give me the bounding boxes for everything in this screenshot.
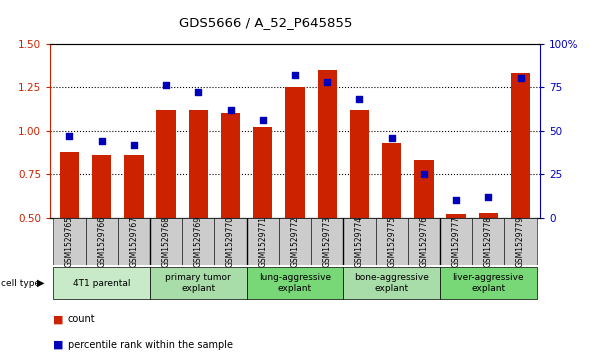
Text: ■: ■ bbox=[53, 340, 64, 350]
Bar bbox=[189, 110, 208, 305]
Text: liver-aggressive
explant: liver-aggressive explant bbox=[453, 273, 524, 293]
Bar bbox=[408, 218, 440, 265]
Bar bbox=[343, 267, 440, 299]
Bar bbox=[350, 110, 369, 305]
Text: primary tumor
explant: primary tumor explant bbox=[165, 273, 231, 293]
Bar bbox=[511, 73, 530, 305]
Text: GSM1529772: GSM1529772 bbox=[290, 216, 300, 267]
Text: GSM1529775: GSM1529775 bbox=[387, 216, 396, 267]
Bar bbox=[150, 267, 247, 299]
Text: 4T1 parental: 4T1 parental bbox=[73, 279, 130, 287]
Bar bbox=[124, 155, 143, 305]
Text: GSM1529778: GSM1529778 bbox=[484, 216, 493, 267]
Bar bbox=[440, 218, 472, 265]
Point bbox=[516, 76, 525, 81]
Text: ■: ■ bbox=[53, 314, 64, 325]
Bar bbox=[182, 218, 214, 265]
Point bbox=[323, 79, 332, 85]
Point bbox=[451, 197, 461, 203]
Text: lung-aggressive
explant: lung-aggressive explant bbox=[259, 273, 331, 293]
Text: bone-aggressive
explant: bone-aggressive explant bbox=[354, 273, 429, 293]
Bar bbox=[343, 218, 376, 265]
Bar bbox=[247, 218, 279, 265]
Bar bbox=[286, 87, 304, 305]
Bar bbox=[376, 218, 408, 265]
Bar bbox=[311, 218, 343, 265]
Bar bbox=[92, 155, 112, 305]
Text: GSM1529769: GSM1529769 bbox=[194, 216, 203, 267]
Bar bbox=[53, 267, 150, 299]
Text: GSM1529777: GSM1529777 bbox=[451, 216, 461, 267]
Bar bbox=[214, 218, 247, 265]
Bar bbox=[414, 160, 434, 305]
Bar bbox=[53, 218, 86, 265]
Text: GSM1529774: GSM1529774 bbox=[355, 216, 364, 267]
Text: count: count bbox=[68, 314, 96, 325]
Text: GSM1529767: GSM1529767 bbox=[129, 216, 139, 267]
Text: GSM1529766: GSM1529766 bbox=[97, 216, 106, 267]
Point bbox=[194, 89, 203, 95]
Point bbox=[355, 97, 364, 102]
Bar bbox=[247, 267, 343, 299]
Point bbox=[162, 82, 171, 88]
Point bbox=[226, 107, 235, 113]
Bar bbox=[478, 213, 498, 305]
Text: percentile rank within the sample: percentile rank within the sample bbox=[68, 340, 233, 350]
Point bbox=[419, 171, 428, 177]
Point bbox=[129, 142, 139, 147]
Bar bbox=[382, 143, 401, 305]
Text: cell type: cell type bbox=[1, 279, 40, 287]
Bar bbox=[504, 218, 537, 265]
Bar bbox=[118, 218, 150, 265]
Text: GSM1529770: GSM1529770 bbox=[226, 216, 235, 267]
Point bbox=[387, 135, 396, 140]
Text: GSM1529779: GSM1529779 bbox=[516, 216, 525, 267]
Bar bbox=[253, 127, 273, 305]
Text: GSM1529768: GSM1529768 bbox=[162, 216, 171, 267]
Text: GSM1529765: GSM1529765 bbox=[65, 216, 74, 267]
Bar bbox=[86, 218, 118, 265]
Bar bbox=[472, 218, 504, 265]
Text: GDS5666 / A_52_P645855: GDS5666 / A_52_P645855 bbox=[179, 16, 352, 29]
Bar bbox=[60, 152, 79, 305]
Text: ▶: ▶ bbox=[37, 278, 44, 288]
Text: GSM1529776: GSM1529776 bbox=[419, 216, 428, 267]
Point bbox=[97, 138, 106, 144]
Bar bbox=[317, 70, 337, 305]
Point bbox=[484, 194, 493, 200]
Bar bbox=[279, 218, 311, 265]
Bar bbox=[221, 113, 240, 305]
Text: GSM1529771: GSM1529771 bbox=[258, 216, 267, 267]
Point bbox=[65, 133, 74, 139]
Bar bbox=[150, 218, 182, 265]
Text: GSM1529773: GSM1529773 bbox=[323, 216, 332, 267]
Bar bbox=[156, 110, 176, 305]
Point bbox=[258, 117, 267, 123]
Point bbox=[290, 72, 300, 78]
Bar bbox=[447, 214, 466, 305]
Bar bbox=[440, 267, 537, 299]
